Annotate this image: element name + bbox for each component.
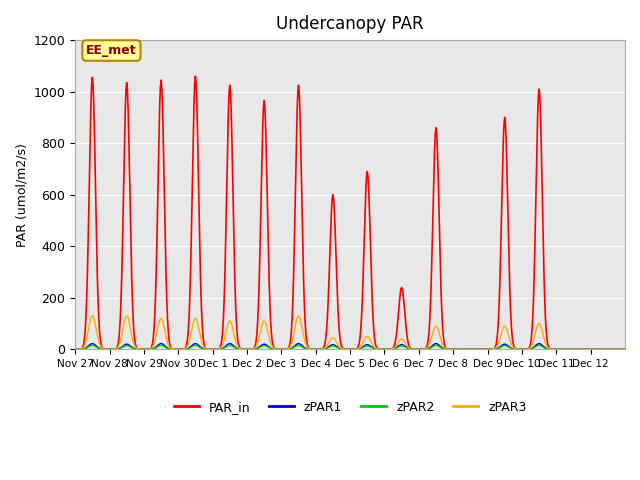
zPAR1	[237, 347, 245, 352]
Text: EE_met: EE_met	[86, 44, 137, 57]
zPAR3	[449, 347, 457, 352]
zPAR3	[264, 332, 272, 337]
zPAR2	[449, 347, 457, 352]
zPAR3	[136, 347, 144, 352]
Line: zPAR1: zPAR1	[75, 344, 624, 349]
zPAR1	[449, 347, 457, 352]
PAR_in	[191, 73, 199, 79]
PAR_in	[71, 347, 79, 352]
Legend: PAR_in, zPAR1, zPAR2, zPAR3: PAR_in, zPAR1, zPAR2, zPAR3	[168, 396, 532, 419]
Line: zPAR3: zPAR3	[75, 316, 624, 349]
zPAR3	[285, 345, 293, 350]
zPAR2	[88, 343, 96, 348]
PAR_in	[237, 346, 245, 352]
zPAR2	[620, 347, 628, 352]
zPAR2	[285, 346, 293, 352]
zPAR3	[237, 346, 245, 352]
zPAR2	[264, 345, 272, 350]
zPAR3	[620, 347, 628, 352]
zPAR1	[620, 347, 628, 352]
PAR_in	[407, 346, 415, 351]
zPAR2	[438, 345, 445, 351]
zPAR1	[285, 346, 293, 352]
Title: Undercanopy PAR: Undercanopy PAR	[276, 15, 424, 33]
zPAR1	[88, 341, 96, 347]
zPAR1	[264, 344, 272, 349]
Line: zPAR2: zPAR2	[75, 346, 624, 349]
PAR_in	[136, 347, 143, 352]
zPAR2	[407, 346, 415, 352]
zPAR2	[136, 347, 144, 352]
PAR_in	[620, 347, 628, 352]
zPAR1	[71, 347, 79, 352]
zPAR3	[438, 339, 445, 345]
PAR_in	[285, 344, 293, 349]
zPAR3	[407, 346, 415, 352]
Line: PAR_in: PAR_in	[75, 76, 624, 349]
zPAR1	[407, 346, 415, 352]
zPAR1	[438, 345, 445, 350]
PAR_in	[438, 307, 445, 312]
PAR_in	[449, 347, 457, 352]
zPAR2	[71, 347, 79, 352]
zPAR2	[237, 347, 245, 352]
zPAR1	[136, 347, 144, 352]
zPAR3	[88, 313, 96, 319]
Y-axis label: PAR (umol/m2/s): PAR (umol/m2/s)	[15, 143, 28, 247]
zPAR3	[71, 347, 79, 352]
PAR_in	[264, 252, 272, 257]
